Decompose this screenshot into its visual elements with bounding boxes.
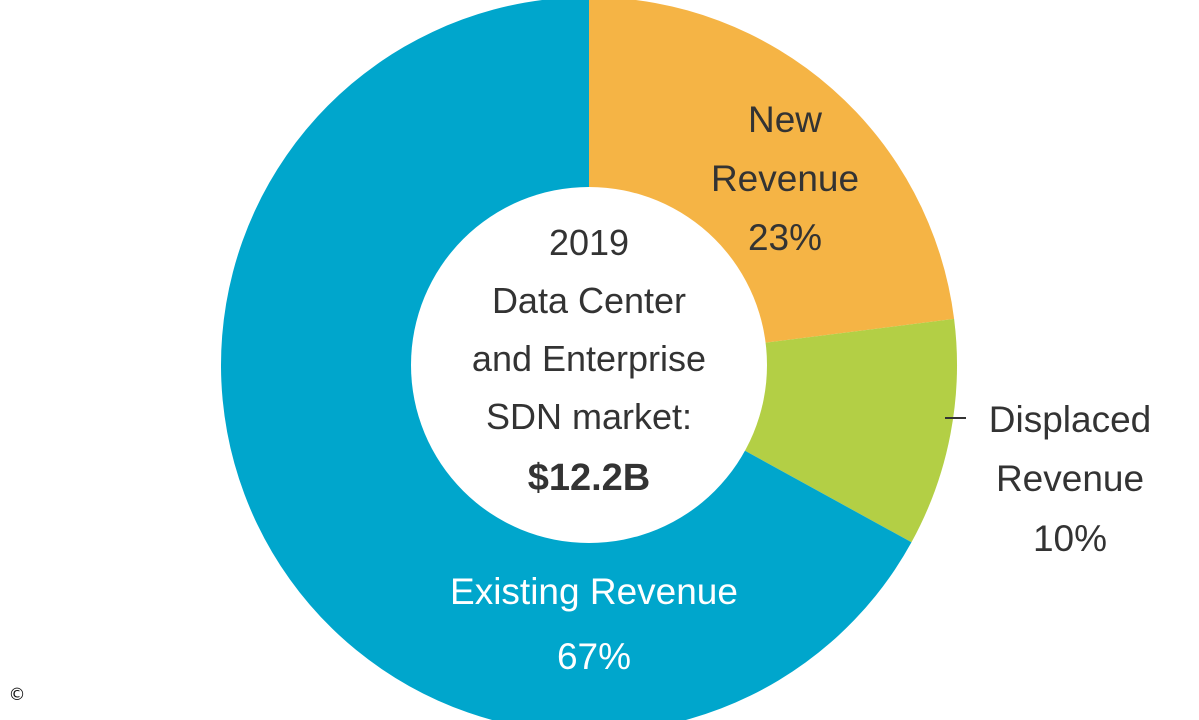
center-label-line: Data Center <box>492 280 686 321</box>
center-label: 2019 Data Center and Enterprise SDN mark… <box>472 222 706 499</box>
donut-hole <box>411 187 767 543</box>
existing-revenue-label: Existing Revenue <box>450 571 738 612</box>
new-revenue-label: Revenue <box>711 158 859 199</box>
displaced-revenue-percent: 10% <box>1033 518 1107 559</box>
new-revenue-percent: 23% <box>748 217 822 258</box>
center-label-line: 2019 <box>549 222 629 263</box>
new-revenue-label: New <box>748 99 822 140</box>
copyright-icon: © <box>5 683 29 707</box>
slice-labels: New Revenue 23% Displaced Revenue 10% Ex… <box>450 99 1151 677</box>
center-label-line: and Enterprise <box>472 338 706 379</box>
displaced-revenue-label: Revenue <box>996 458 1144 499</box>
center-total-value: $12.2B <box>528 457 651 499</box>
displaced-revenue-label: Displaced <box>989 399 1151 440</box>
center-label-line: SDN market: <box>486 396 692 437</box>
existing-revenue-percent: 67% <box>557 636 631 677</box>
